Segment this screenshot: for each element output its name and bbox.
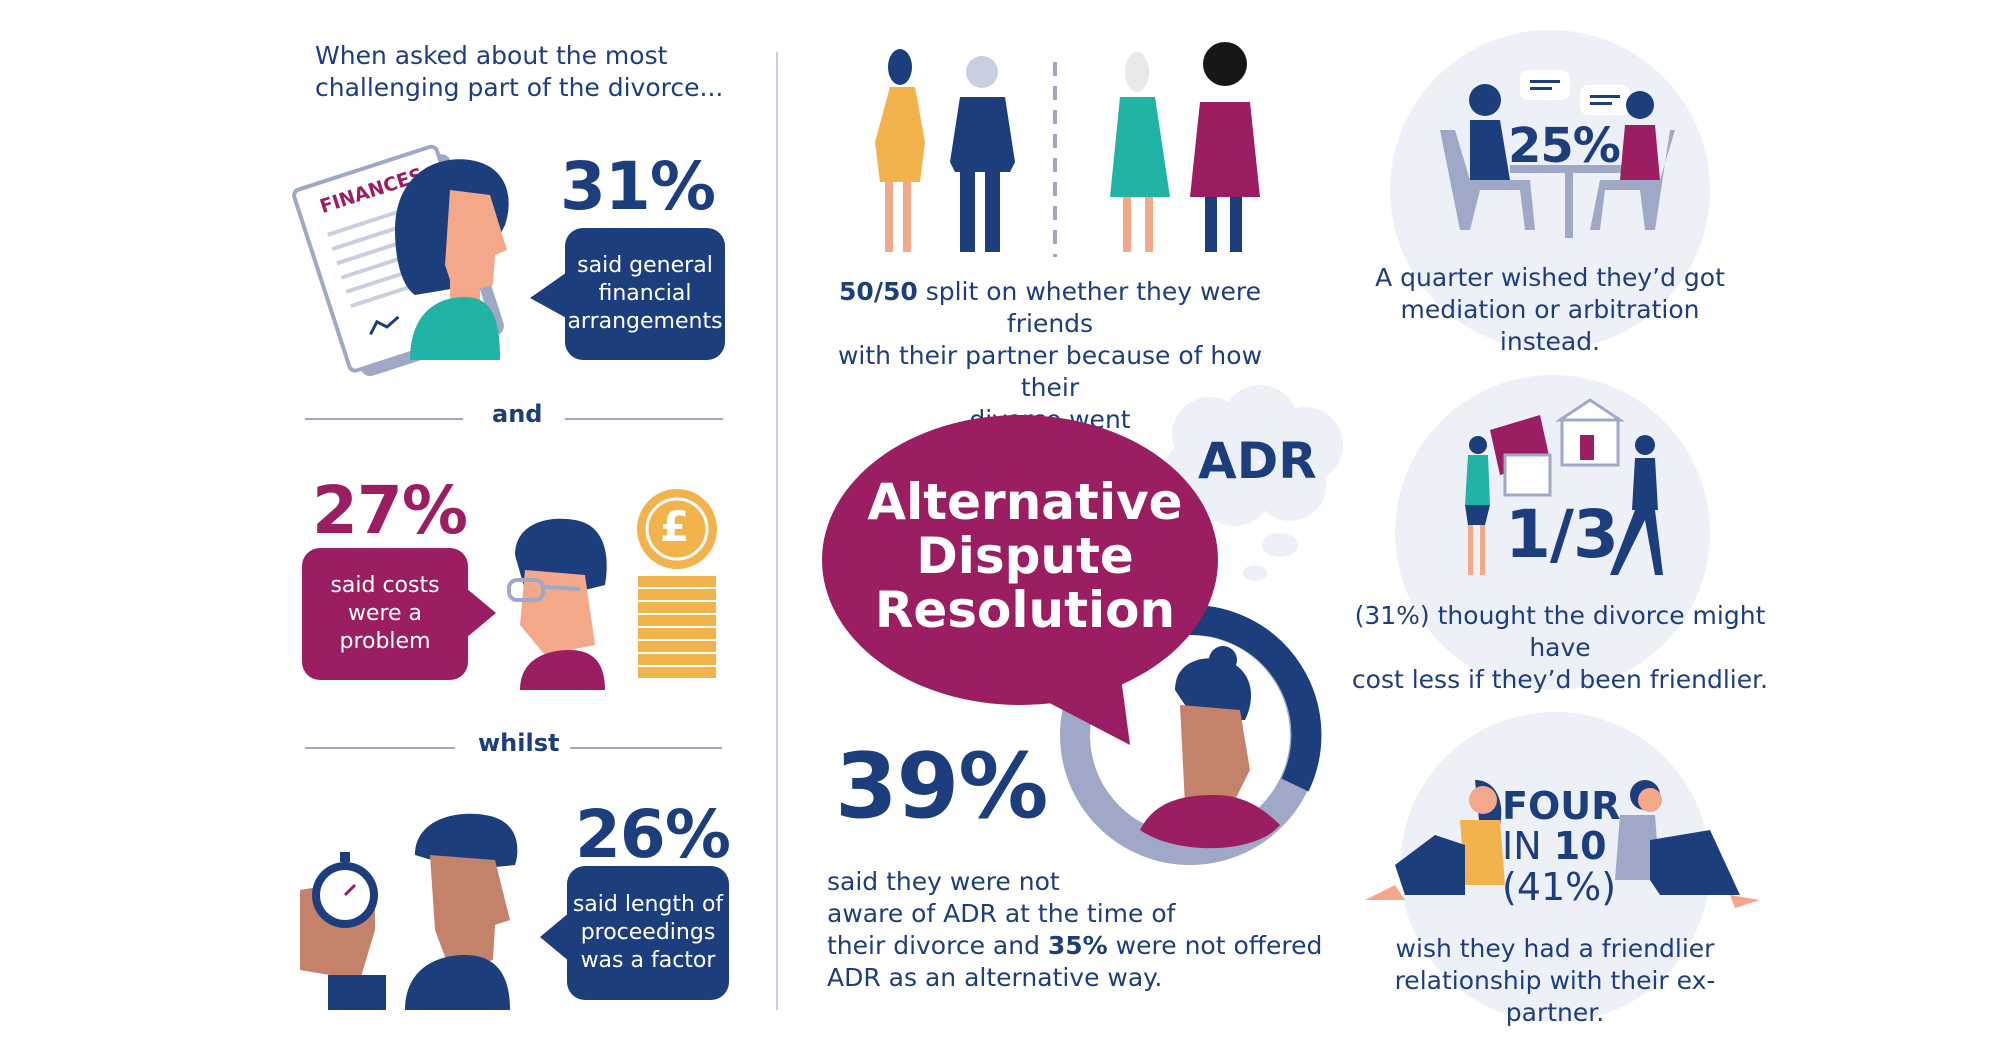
mediation-line: mediation or arbitration instead. [1400, 295, 1700, 356]
sitting-man-illustration [1615, 780, 1760, 908]
percent-41-line: (41%) [1502, 865, 1617, 909]
aware-line: said they were not [827, 867, 1060, 896]
stat-31-bubble: said general financial arrangements [565, 228, 725, 360]
stat-27-text-line: said costs [330, 573, 440, 598]
adr-speech-bubble [822, 415, 1218, 745]
four-in-ten-block: FOUR IN 10 (41%) [1502, 786, 1620, 908]
split-rest: split on whether they were friends [917, 277, 1261, 338]
stat-31-value: 31% [560, 148, 716, 225]
stat-31-bubble-tail [530, 270, 570, 320]
adr-title: Alternative Dispute Resolution [860, 475, 1190, 637]
house-exchange-illustration [1465, 398, 1663, 575]
stat-27-bubble: said costs were a problem [302, 548, 468, 680]
cost-line: (31%) thought the divorce might have [1354, 601, 1766, 662]
stat-26-bubble-tail [540, 912, 570, 962]
in-ten-pre: IN [1502, 824, 1554, 868]
split-line: 50/50 split on whether they were friends [820, 276, 1280, 340]
pound-symbol: £ [660, 502, 690, 551]
couples-illustration [875, 42, 1260, 257]
adr-title-line: Dispute [916, 527, 1134, 585]
stat-27-text-line: were a [347, 601, 423, 626]
stat-27-value: 27% [312, 472, 468, 549]
intro-text: When asked about the most challenging pa… [315, 40, 723, 104]
mediation-line: A quarter wished they’d got [1375, 263, 1725, 292]
stat-31-text-line: financial [598, 281, 692, 306]
stat-31-text-line: said general [577, 253, 713, 278]
aware-bold: 35% [1047, 931, 1108, 960]
aware-text: said they were not aware of ADR at the t… [827, 866, 1322, 994]
aware-pre: their divorce and [827, 931, 1048, 960]
split-text: 50/50 split on whether they were friends… [820, 276, 1280, 436]
column-divider [776, 52, 778, 1010]
and-divider-left [305, 418, 463, 420]
stopwatch-hand-illustration [300, 852, 386, 1010]
woman-profile-illustration [395, 159, 509, 360]
friendly-text: wish they had a friendlier relationship … [1360, 933, 1750, 1029]
mediation-text: A quarter wished they’d got mediation or… [1370, 262, 1730, 358]
whilst-divider-right [570, 747, 722, 749]
in-ten-line: IN 10 [1502, 826, 1620, 866]
intro-line: When asked about the most [315, 41, 668, 70]
mediation-illustration [1440, 70, 1675, 238]
intro-line: challenging part of the divorce... [315, 73, 724, 102]
stat-26-bubble: said length of proceedings was a factor [567, 866, 729, 1000]
stat-1-3-value: 1/3 [1505, 496, 1619, 573]
and-divider-right [565, 418, 723, 420]
stat-39-value: 39% [835, 734, 1048, 839]
four-line: FOUR [1502, 784, 1621, 828]
and-label: and [492, 400, 543, 428]
aware-post: were not offered [1107, 931, 1323, 960]
adr-thought-label: ADR [1198, 432, 1317, 490]
in-ten-bold: 10 [1553, 824, 1607, 868]
cost-line: cost less if they’d been friendlier. [1351, 665, 1769, 694]
stat-26-text-line: proceedings [580, 920, 716, 945]
adr-title-line: Alternative [867, 473, 1183, 531]
friendly-line: relationship with their ex-partner. [1394, 966, 1716, 1027]
whilst-divider-left [305, 747, 455, 749]
aware-line: aware of ADR at the time of [827, 899, 1176, 928]
stat-31-text-line: arrangements [567, 309, 723, 334]
man-glasses-profile-illustration [507, 518, 607, 690]
stat-27-text-line: problem [339, 629, 431, 654]
friendly-line: wish they had a friendlier [1395, 934, 1715, 963]
man-profile-illustration [405, 813, 518, 1010]
stat-25-value: 25% [1508, 118, 1621, 174]
aware-line: ADR as an alternative way. [827, 963, 1163, 992]
whilst-label: whilst [478, 729, 560, 757]
stat-26-text-line: was a factor [580, 948, 716, 973]
cost-text: (31%) thought the divorce might have cos… [1340, 600, 1780, 696]
split-line: with their partner because of how their [837, 341, 1263, 402]
stat-26-value: 26% [575, 796, 731, 873]
aware-line: their divorce and 35% were not offered [827, 930, 1322, 962]
sitting-woman-illustration [1365, 780, 1505, 900]
adr-title-line: Resolution [874, 581, 1176, 639]
stat-27-bubble-tail [466, 588, 496, 638]
stat-26-text-line: said length of [572, 892, 724, 917]
split-bold: 50/50 [839, 277, 918, 306]
pound-coin-stack-illustration [636, 489, 718, 680]
